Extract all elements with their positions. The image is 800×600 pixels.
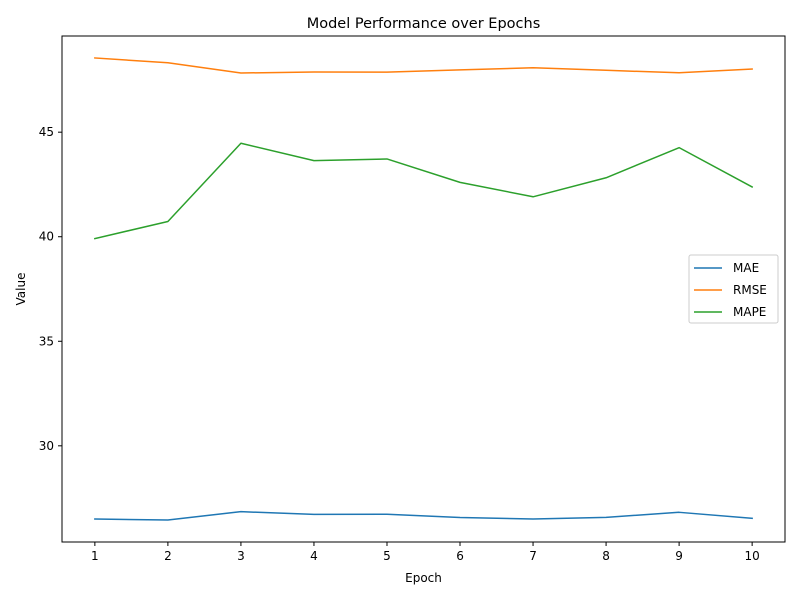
series-line-rmse [94, 57, 753, 74]
y-axis: 30 35 40 45 [39, 125, 62, 453]
y-tick-label: 30 [39, 439, 54, 453]
y-tick-label: 45 [39, 125, 54, 139]
y-axis-label: Value [14, 273, 28, 306]
x-axis-label: Epoch [405, 571, 442, 585]
legend-box [688, 254, 779, 324]
series-line-mape [93, 142, 754, 240]
x-tick-label: 2 [164, 549, 172, 563]
legend-label-mape: MAPE [733, 305, 766, 319]
y-tick-label: 40 [39, 230, 54, 244]
legend-label-rmse: RMSE [733, 283, 767, 297]
series-layer [93, 57, 754, 521]
x-tick-label: 5 [383, 549, 391, 563]
x-tick-label: 3 [237, 549, 245, 563]
x-tick-label: 9 [675, 549, 683, 563]
series-line-mae [94, 510, 753, 521]
x-tick-label: 10 [744, 549, 759, 563]
plot-area-frame [61, 35, 786, 543]
x-tick-label: 8 [602, 549, 610, 563]
y-tick-label: 35 [39, 334, 54, 348]
x-axis: 1 2 3 4 5 6 7 8 9 10 [91, 542, 760, 563]
x-tick-label: 1 [91, 549, 99, 563]
legend: MAE RMSE MAPE [688, 254, 779, 324]
x-tick-label: 4 [310, 549, 318, 563]
x-tick-label: 7 [529, 549, 537, 563]
x-tick-label: 6 [456, 549, 464, 563]
legend-label-mae: MAE [733, 261, 759, 275]
chart-title: Model Performance over Epochs [307, 16, 541, 32]
